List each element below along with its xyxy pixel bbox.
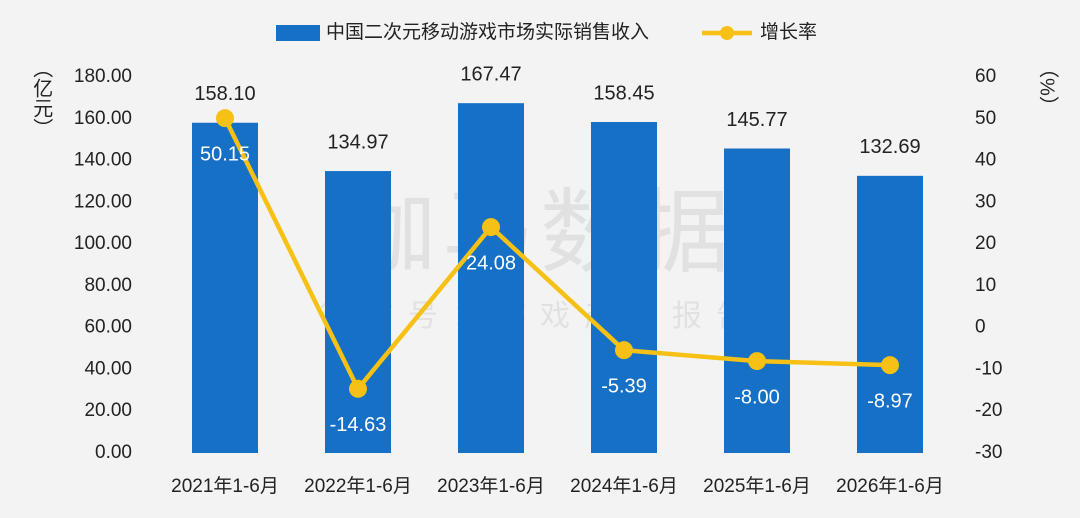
bar (325, 171, 391, 453)
bar-value-label: 158.10 (194, 83, 255, 105)
y-tick-label: 40.00 (84, 358, 132, 379)
y2-tick-label: 10 (975, 275, 996, 296)
y-tick-label: 0.00 (95, 442, 132, 463)
y-tick-label: 80.00 (84, 275, 132, 296)
x-tick-label: 2026年1-6月 (836, 475, 944, 497)
y2-axis-label: （%） (1036, 58, 1059, 116)
y-tick-label: 60.00 (84, 317, 132, 338)
line-value-label: -14.63 (330, 414, 387, 436)
line (222, 117, 891, 392)
y2-tick-label: 0 (975, 317, 986, 338)
bar-value-label: 134.97 (327, 131, 388, 153)
x-tick-label: 2022年1-6月 (304, 475, 412, 497)
y-tick-label: 180.00 (74, 66, 132, 87)
line-value-label: 50.15 (200, 143, 250, 165)
bar (857, 175, 923, 454)
line-marker (482, 218, 500, 237)
line-marker (349, 379, 367, 398)
line-marker (615, 341, 633, 360)
y-tick-label: 160.00 (74, 108, 132, 129)
x-tick-label: 2021年1-6月 (171, 475, 279, 497)
legend-label: 中国二次元移动游戏市场实际销售收入 (326, 21, 649, 43)
line-value-label: -8.97 (867, 390, 913, 412)
y2-tick-label: 30 (975, 191, 996, 212)
legend-swatch (720, 26, 734, 40)
x-tick-label: 2024年1-6月 (570, 475, 678, 497)
line-marker (748, 352, 766, 371)
bar (591, 122, 657, 453)
y2-tick-label: 40 (975, 150, 996, 171)
legend-label: 增长率 (760, 21, 817, 43)
bar (458, 103, 524, 454)
bar-value-label: 145.77 (726, 109, 787, 131)
y-tick-label: 100.00 (74, 233, 132, 254)
line-marker (216, 109, 234, 128)
line-value-label: -5.39 (601, 375, 647, 397)
bar-value-label: 158.45 (593, 82, 654, 104)
watermark: 伽马数据 (344, 182, 736, 284)
legend-swatch (276, 25, 320, 41)
bar-value-label: 167.47 (460, 63, 521, 85)
y2-tick-label: 50 (975, 108, 996, 129)
y2-tick-label: -20 (975, 400, 1002, 421)
bar (192, 122, 258, 453)
y-axis-label: （亿元） (30, 58, 53, 138)
line-value-label: 24.08 (466, 252, 516, 274)
y2-tick-label: 20 (975, 233, 996, 254)
y2-tick-label: -30 (975, 442, 1002, 463)
y-tick-label: 20.00 (84, 400, 132, 421)
y-tick-label: 140.00 (74, 150, 132, 171)
line-value-label: -8.00 (734, 386, 780, 408)
x-tick-label: 2025年1-6月 (703, 475, 811, 497)
x-tick-label: 2023年1-6月 (437, 475, 545, 497)
y-tick-label: 120.00 (74, 191, 132, 212)
y2-tick-label: 60 (975, 66, 996, 87)
bar-value-label: 132.69 (859, 136, 920, 158)
bar (724, 148, 790, 453)
y2-tick-label: -10 (975, 358, 1002, 379)
line-marker (881, 356, 899, 375)
